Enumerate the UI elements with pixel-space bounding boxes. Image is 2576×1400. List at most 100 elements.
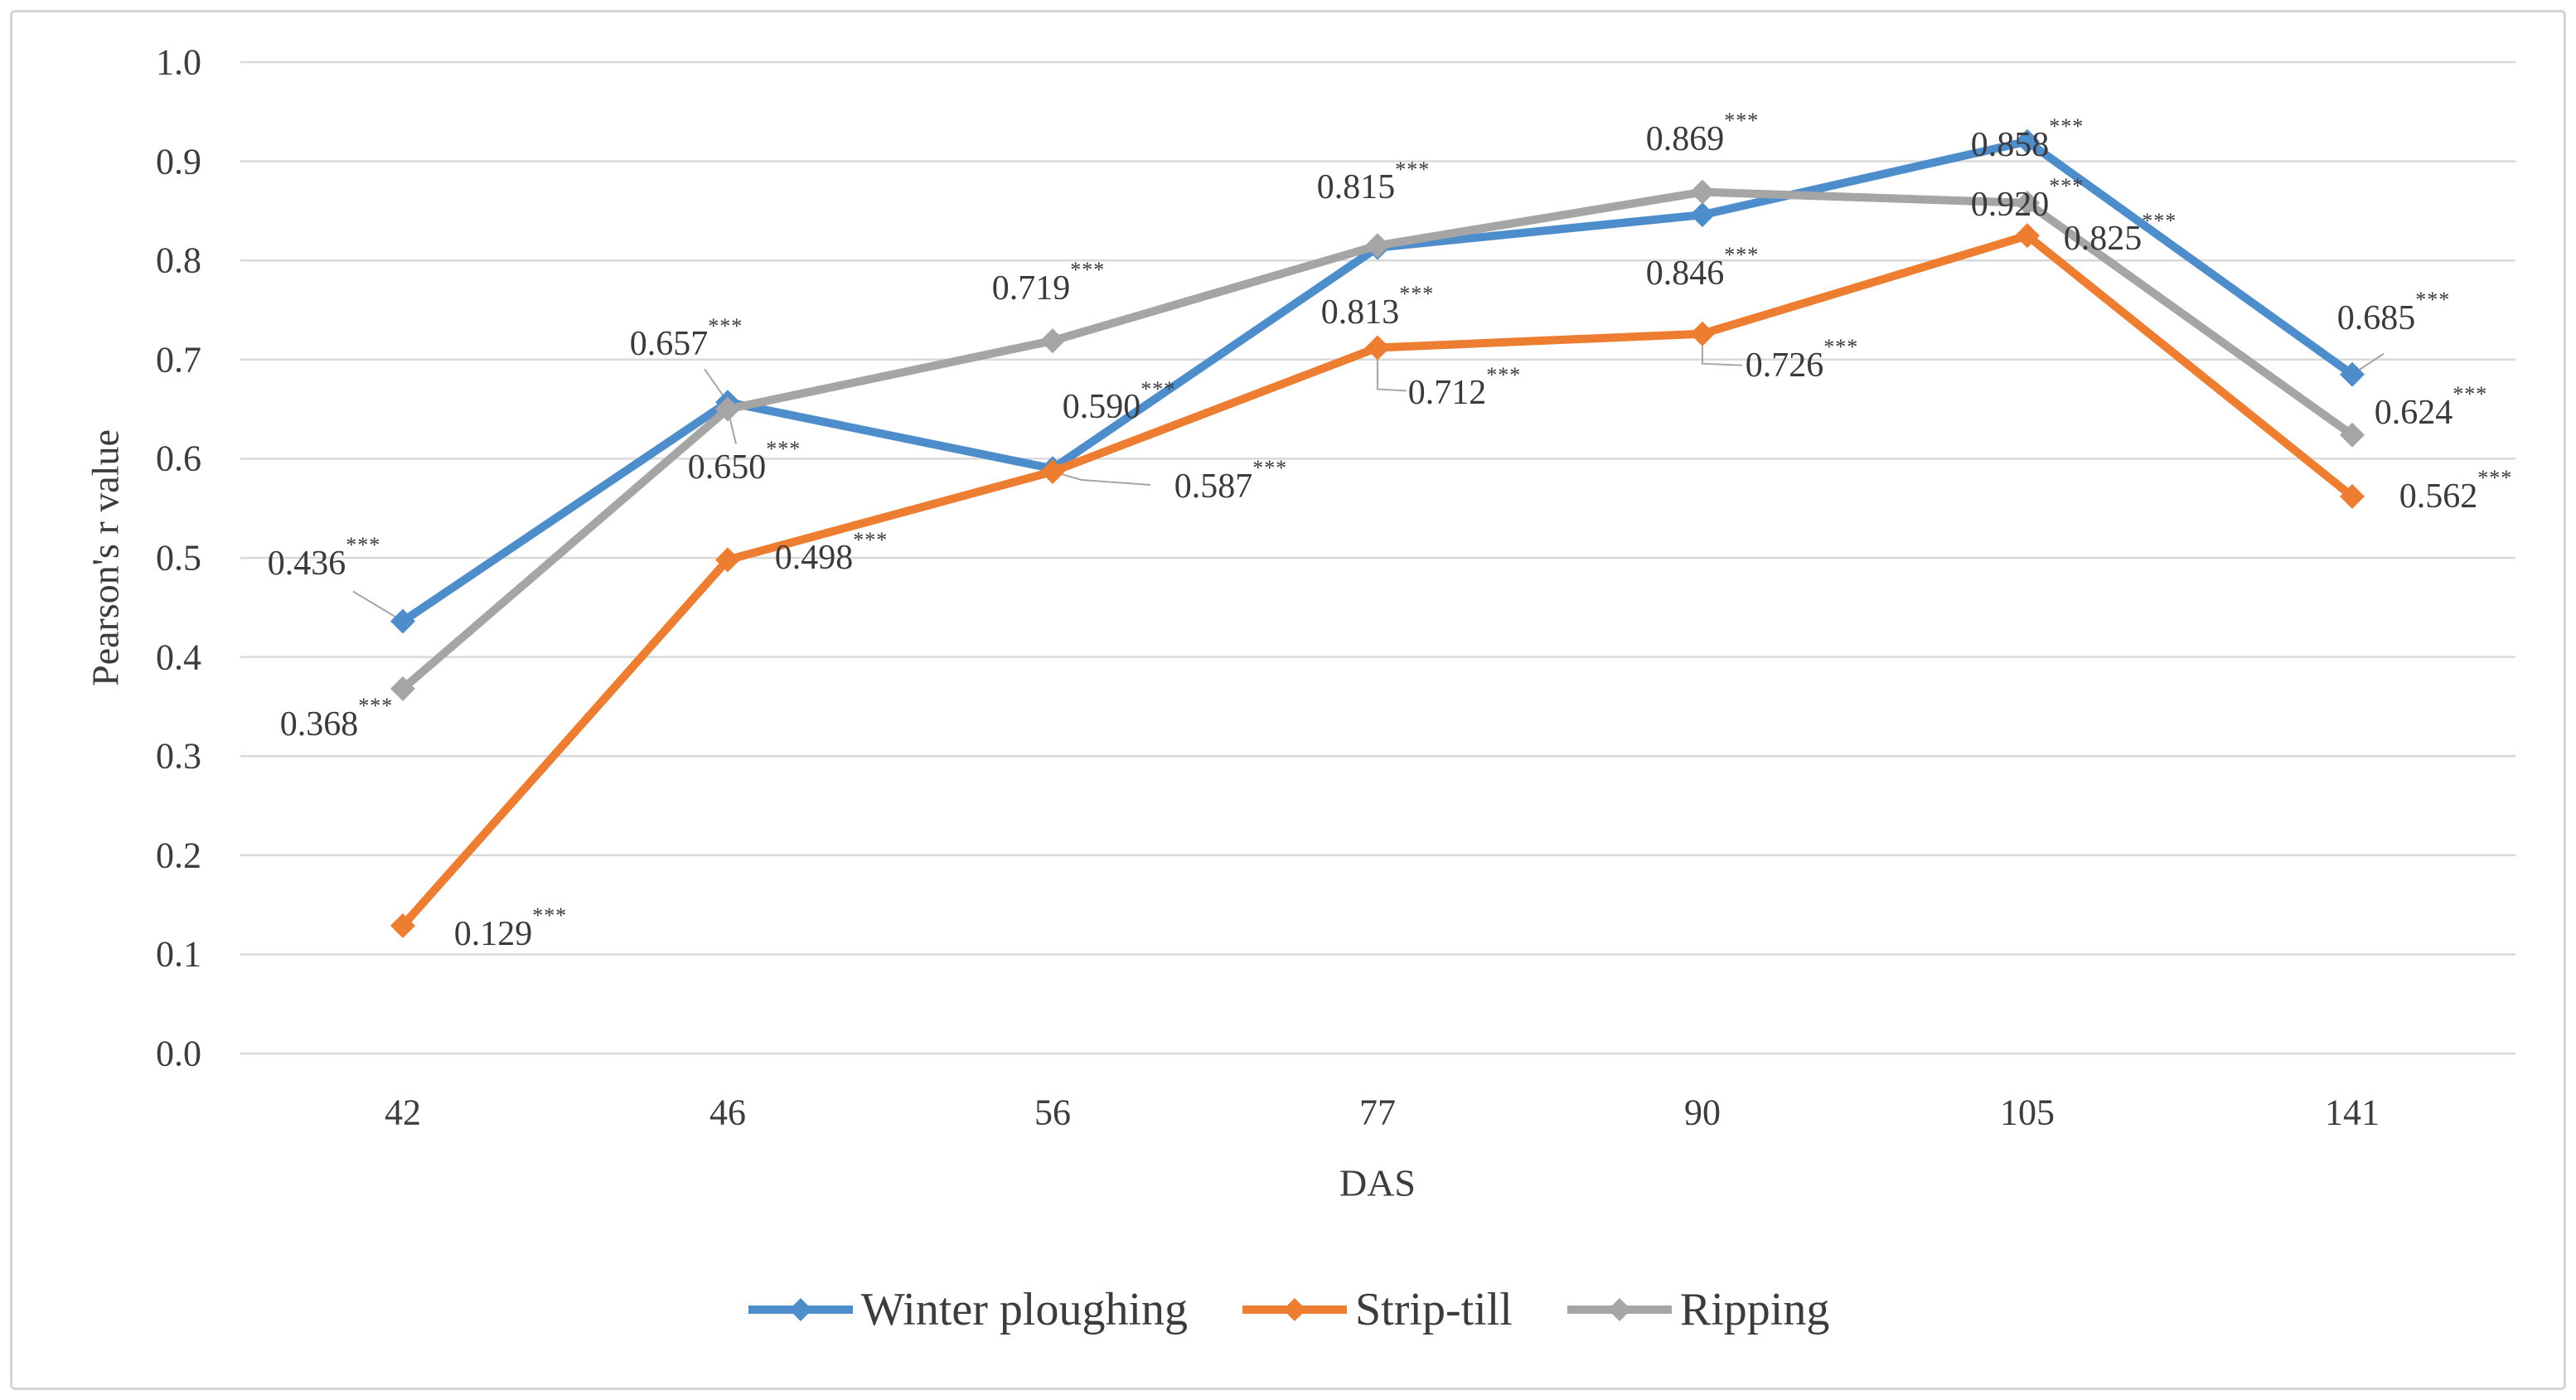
data-point-marker <box>715 547 740 573</box>
data-point-marker <box>2340 361 2365 387</box>
x-tick-label: 90 <box>1684 1092 1721 1133</box>
x-tick-label: 77 <box>1359 1092 1396 1133</box>
data-label-value: 0.587 <box>1174 467 1253 506</box>
significance-asterisks: *** <box>766 436 801 461</box>
x-tick-label: 105 <box>2000 1092 2055 1133</box>
significance-asterisks: *** <box>1823 335 1859 359</box>
data-label: 0.498*** <box>774 529 889 578</box>
y-tick-label: 0.8 <box>156 240 201 281</box>
data-label-value: 0.685 <box>2336 298 2416 337</box>
data-label-value: 0.562 <box>2399 477 2478 516</box>
y-tick-label: 0.1 <box>156 933 201 975</box>
data-point-marker <box>715 396 740 422</box>
data-label: 0.624*** <box>2374 383 2488 433</box>
x-tick-label: 42 <box>385 1092 421 1133</box>
data-label: 0.562*** <box>2399 467 2513 516</box>
data-point-marker <box>2015 128 2040 154</box>
data-label-leader-line <box>352 590 404 622</box>
data-label: 0.825*** <box>2063 210 2177 259</box>
y-tick-label: 0.6 <box>156 438 201 479</box>
significance-asterisks: *** <box>2049 114 2085 139</box>
chart-border-frame <box>10 10 2566 1390</box>
data-label: 0.590*** <box>1062 378 1176 427</box>
x-tick-label: 46 <box>709 1092 746 1133</box>
legend-item-strip-till: Strip-till <box>1241 1283 1513 1336</box>
data-label-value: 0.129 <box>453 914 533 953</box>
data-label-value: 0.825 <box>2063 220 2143 259</box>
significance-asterisks: *** <box>2453 381 2488 406</box>
data-point-marker <box>390 608 415 634</box>
data-point-marker <box>1365 233 1390 259</box>
legend-line-marker-icon <box>748 1298 853 1321</box>
y-tick-label: 0.7 <box>156 339 201 380</box>
y-tick-label: 0.4 <box>156 637 201 678</box>
data-point-marker <box>2015 223 2040 249</box>
data-point-marker <box>390 676 415 701</box>
significance-asterisks: *** <box>1252 456 1288 481</box>
data-label: 0.685*** <box>2336 289 2451 338</box>
data-label: 0.657*** <box>629 315 743 364</box>
data-label-value: 0.920 <box>1970 185 2050 224</box>
data-point-marker <box>390 913 415 938</box>
data-label: 0.846*** <box>1646 245 1760 293</box>
y-tick-label: 1.0 <box>156 41 201 83</box>
x-tick-label: 141 <box>2325 1092 2380 1133</box>
data-point-marker <box>2015 190 2040 216</box>
data-label-value: 0.712 <box>1407 374 1487 413</box>
data-label: 0.436*** <box>267 534 381 584</box>
significance-asterisks: *** <box>1140 376 1176 401</box>
significance-asterisks: *** <box>1724 108 1760 133</box>
data-label-value: 0.590 <box>1062 388 1141 427</box>
data-label-leader-line <box>1377 347 1407 392</box>
significance-asterisks: *** <box>532 903 568 928</box>
data-point-marker <box>1690 202 1715 228</box>
significance-asterisks: *** <box>346 532 381 557</box>
significance-asterisks: *** <box>1399 281 1435 306</box>
data-point-marker <box>1690 179 1715 205</box>
data-point-marker <box>1040 458 1065 484</box>
data-label: 0.920*** <box>1970 175 2085 225</box>
data-label: 0.815*** <box>1316 158 1431 207</box>
data-label-value: 0.624 <box>2374 393 2453 432</box>
data-label-value: 0.815 <box>1316 168 1396 207</box>
y-tick-label: 0.0 <box>156 1033 201 1074</box>
significance-asterisks: *** <box>2415 288 2451 312</box>
data-label: 0.587*** <box>1174 458 1288 506</box>
data-label: 0.726*** <box>1746 336 1859 385</box>
significance-asterisks: *** <box>853 527 889 552</box>
significance-asterisks: *** <box>2142 208 2177 233</box>
data-label: 0.650*** <box>687 438 801 487</box>
data-point-marker <box>1365 335 1390 361</box>
legend-item-winter-ploughing: Winter ploughing <box>747 1283 1188 1336</box>
data-point-marker <box>1040 328 1065 354</box>
legend-line-marker-icon <box>1242 1298 1348 1321</box>
data-label-value: 0.657 <box>629 325 709 364</box>
significance-asterisks: *** <box>1070 258 1106 283</box>
data-point-marker <box>1690 321 1715 346</box>
data-label: 0.813*** <box>1320 283 1435 332</box>
x-tick-label: 56 <box>1034 1092 1071 1133</box>
significance-asterisks: *** <box>2477 466 2513 491</box>
data-label-leader-line <box>1052 470 1151 486</box>
significance-asterisks: *** <box>708 313 743 338</box>
data-label: 0.129*** <box>453 904 568 954</box>
data-label-value: 0.858 <box>1970 125 2050 164</box>
y-axis-title: Pearson's r value <box>84 429 127 686</box>
data-label-value: 0.436 <box>267 544 346 583</box>
legend: Winter ploughing Strip-till Ripping <box>0 1283 2576 1336</box>
significance-asterisks: *** <box>1486 362 1522 387</box>
data-point-marker <box>2340 483 2365 509</box>
data-label-value: 0.869 <box>1645 119 1725 158</box>
data-label-value: 0.650 <box>687 448 767 487</box>
data-label-value: 0.719 <box>991 269 1071 308</box>
legend-item-ripping: Ripping <box>1566 1283 1829 1336</box>
data-label: 0.858*** <box>1970 116 2085 165</box>
legend-item-label: Ripping <box>1679 1284 1830 1335</box>
data-label-value: 0.368 <box>279 705 359 744</box>
data-label-value: 0.498 <box>774 539 854 578</box>
legend-line-marker-icon <box>1566 1298 1672 1321</box>
data-label-value: 0.813 <box>1320 293 1400 332</box>
y-tick-label: 0.9 <box>156 141 201 182</box>
